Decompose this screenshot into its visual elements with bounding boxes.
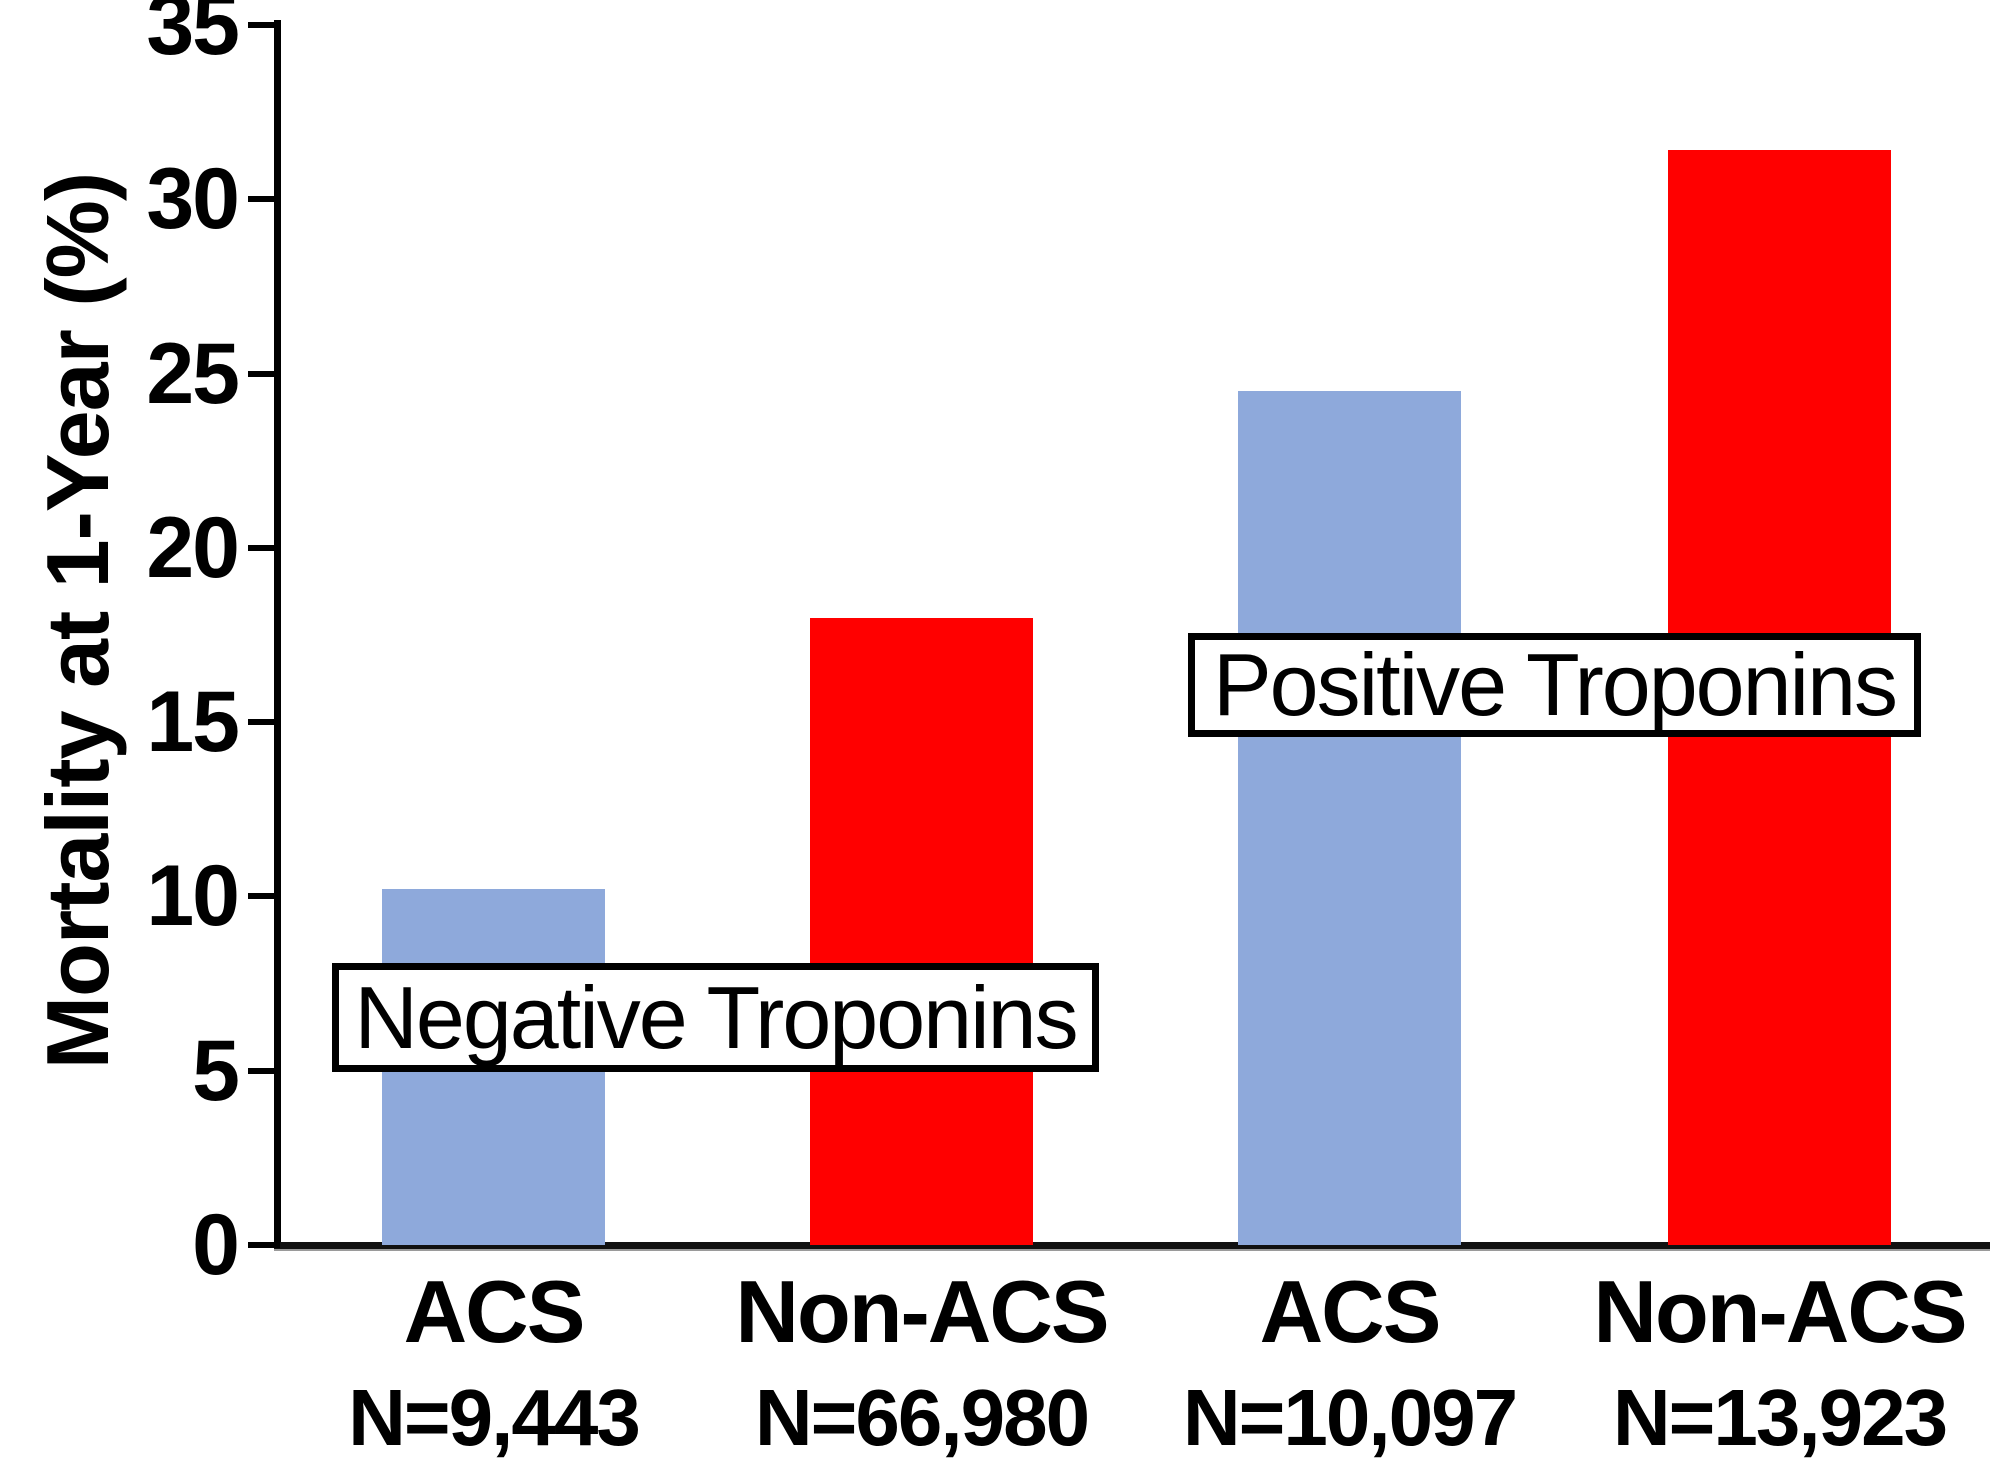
x-category-label-0: ACS	[403, 1262, 586, 1361]
positive-troponins-label: Positive Troponins	[1212, 635, 1898, 734]
x-count-label-1: N=66,980	[754, 1373, 1090, 1462]
y-tick-label-5: 5	[192, 1022, 240, 1119]
negative-troponins-annotation-box: Negative Troponins	[332, 963, 1099, 1072]
y-tick-mark-10	[248, 893, 280, 900]
y-tick-label-25: 25	[146, 325, 240, 422]
y-tick-label-10: 10	[146, 848, 240, 945]
x-category-label-1: Non-ACS	[735, 1262, 1109, 1361]
y-tick-label-35: 35	[146, 0, 240, 73]
y-axis-line	[274, 20, 281, 1249]
x-category-label-3: Non-ACS	[1593, 1262, 1967, 1361]
bar-positive-acs	[1238, 391, 1461, 1245]
x-count-label-3: N=13,923	[1612, 1373, 1948, 1462]
y-tick-mark-5	[248, 1067, 280, 1074]
y-tick-mark-20	[248, 544, 280, 551]
y-tick-label-20: 20	[146, 499, 240, 596]
negative-troponins-label: Negative Troponins	[354, 967, 1078, 1067]
y-tick-label-30: 30	[146, 151, 240, 248]
bar-negative-non-acs	[810, 617, 1033, 1245]
y-tick-mark-35	[248, 22, 280, 28]
y-tick-mark-15	[248, 719, 280, 726]
x-category-label-2: ACS	[1259, 1262, 1442, 1361]
y-tick-mark-0	[248, 1242, 280, 1248]
y-tick-label-0: 0	[192, 1197, 240, 1293]
x-count-label-2: N=10,097	[1182, 1373, 1518, 1462]
x-axis-line	[274, 1242, 1990, 1249]
y-tick-mark-25	[248, 370, 280, 377]
y-tick-label-15: 15	[146, 674, 240, 771]
positive-troponins-annotation-box: Positive Troponins	[1188, 633, 1921, 737]
x-count-label-0: N=9,443	[348, 1373, 641, 1462]
y-tick-mark-30	[248, 196, 280, 203]
